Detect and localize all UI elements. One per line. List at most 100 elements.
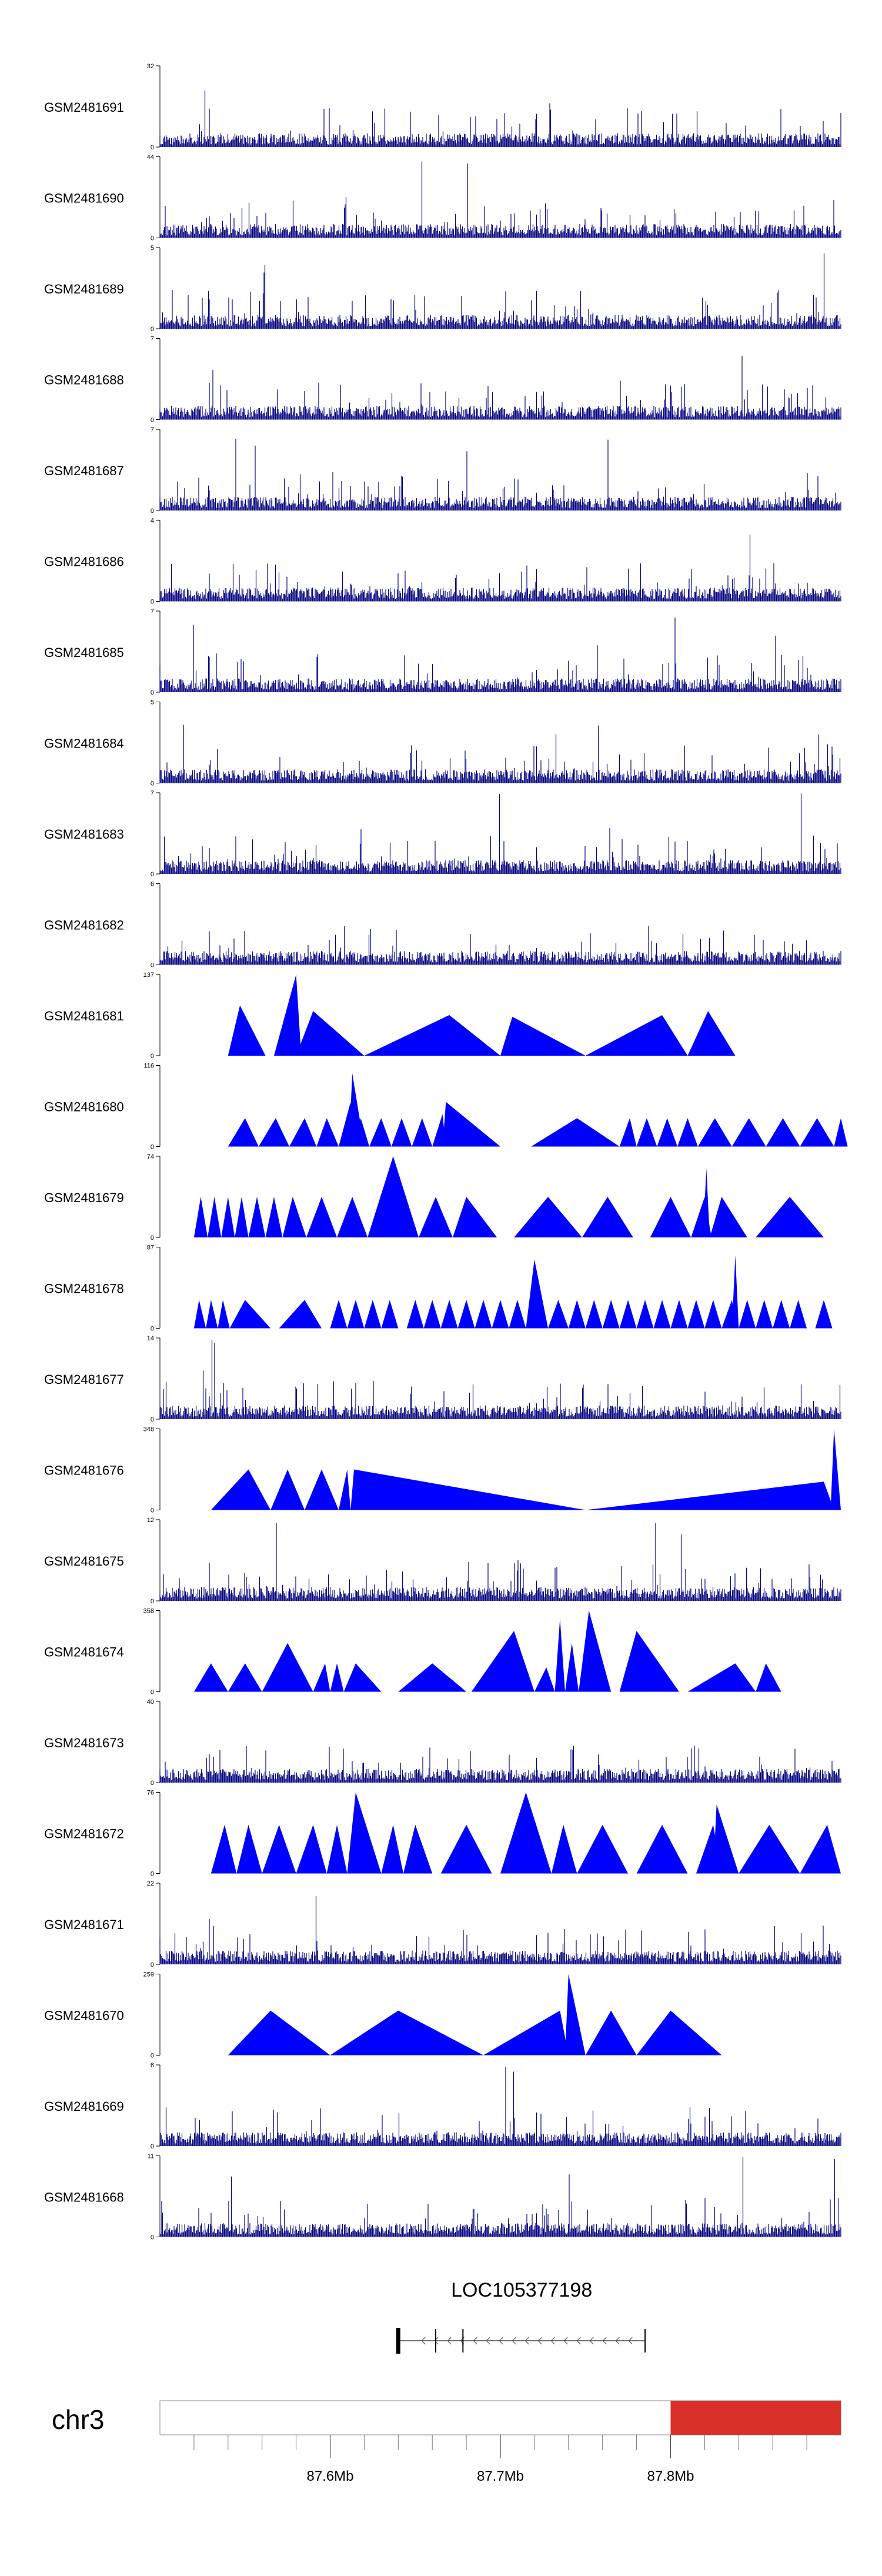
signal-coverage <box>159 439 841 510</box>
track-label: GSM2481691 <box>44 100 124 115</box>
signal-peak <box>305 1469 339 1510</box>
y-max-label: 137 <box>143 972 154 979</box>
gene-exon <box>462 2329 464 2353</box>
y-max-label: 14 <box>147 1335 154 1342</box>
signal-peak <box>193 1197 208 1237</box>
signal-peak <box>739 1824 800 1874</box>
chromosome-highlight <box>670 2401 841 2435</box>
y-min-label: 0 <box>151 599 154 606</box>
signal-peak <box>228 2010 330 2056</box>
signal-peak <box>330 2010 484 2056</box>
signal-peak <box>403 1824 433 1874</box>
axis-tick-label: 87.7Mb <box>477 2468 524 2484</box>
y-min-label: 0 <box>151 235 154 242</box>
signal-peak <box>514 1197 582 1237</box>
signal-peak <box>687 1011 736 1056</box>
signal-peak <box>619 1631 679 1692</box>
track-label: GSM2481684 <box>44 736 124 751</box>
signal-peak <box>343 1663 382 1692</box>
signal-peak <box>585 1300 603 1329</box>
signal-peak <box>206 1300 218 1329</box>
gene-track: LOC105377198 <box>396 2279 646 2354</box>
signal-peak <box>509 1300 526 1329</box>
signal-peak <box>381 1824 403 1874</box>
signal-peak <box>412 1118 433 1147</box>
y-max-label: 22 <box>147 1880 154 1887</box>
track-GSM2481668: GSM2481668 11 0 <box>44 2153 841 2241</box>
y-min-label: 0 <box>151 417 154 424</box>
signal-coverage <box>159 725 841 783</box>
y-min-label: 0 <box>151 144 154 151</box>
signal-peak <box>582 1197 633 1237</box>
signal-peak <box>262 1643 313 1692</box>
signal-peak <box>279 1300 322 1329</box>
signal-peak <box>211 1824 237 1874</box>
signal-peak <box>289 1118 317 1147</box>
signal-peak <box>193 1300 206 1329</box>
y-min-label: 0 <box>151 1326 154 1333</box>
signal-peak <box>790 1300 807 1329</box>
signal-peak <box>265 1197 283 1237</box>
track-label: GSM2481687 <box>44 463 124 478</box>
signal-peak <box>193 1663 228 1692</box>
track-label: GSM2481685 <box>44 645 124 660</box>
gene-label: LOC105377198 <box>451 2279 592 2301</box>
signal-peak <box>713 1804 739 1874</box>
signal-peak <box>432 1114 446 1147</box>
signal-peak <box>531 1118 620 1147</box>
signal-peak <box>636 1824 688 1874</box>
signal-peak <box>364 1015 500 1056</box>
signal-peak <box>228 1005 266 1056</box>
track-label: GSM2481673 <box>44 1736 124 1750</box>
track-GSM2481685: GSM2481685 7 0 <box>44 608 841 696</box>
signal-peak <box>364 1300 382 1329</box>
y-min-label: 0 <box>151 326 154 333</box>
y-min-label: 0 <box>151 1961 154 1968</box>
signal-peak <box>452 1197 497 1237</box>
signal-peak <box>526 1259 549 1329</box>
signal-peak <box>585 1481 834 1510</box>
signal-peak <box>756 1300 773 1329</box>
strand-arrow <box>576 2337 581 2345</box>
signal-peak <box>687 1300 705 1329</box>
track-GSM2481674: GSM2481674 358 0 <box>44 1608 781 1696</box>
track-label: GSM2481688 <box>44 373 124 388</box>
gene-exon <box>644 2329 646 2353</box>
signal-peak <box>577 1824 629 1874</box>
strand-arrow <box>563 2337 568 2345</box>
signal-peak <box>602 1300 620 1329</box>
signal-coverage <box>159 90 841 147</box>
y-max-label: 44 <box>147 154 154 161</box>
signal-peak <box>258 1118 290 1147</box>
signal-peak <box>270 1469 305 1510</box>
signal-peak <box>350 1469 586 1510</box>
signal-peak <box>316 1118 339 1147</box>
signal-peak <box>368 1156 419 1237</box>
y-min-label: 0 <box>151 2234 154 2241</box>
y-max-label: 7 <box>151 426 154 433</box>
track-label: GSM2481678 <box>44 1282 124 1296</box>
signal-peak <box>687 1663 756 1692</box>
signal-peak <box>585 1015 688 1056</box>
signal-peak <box>710 1197 747 1237</box>
signal-coverage <box>159 253 841 329</box>
signal-peak <box>296 1011 365 1056</box>
signal-peak <box>313 1663 330 1692</box>
signal-peak <box>457 1300 475 1329</box>
y-max-label: 12 <box>147 1517 154 1524</box>
signal-peak <box>565 1643 579 1692</box>
signal-peak <box>248 1197 266 1237</box>
y-min-label: 0 <box>151 689 154 696</box>
strand-arrow <box>512 2337 516 2345</box>
y-max-label: 7 <box>151 336 154 343</box>
signal-peak <box>228 1118 259 1147</box>
y-max-label: 348 <box>143 1426 154 1433</box>
signal-peak <box>585 2010 637 2056</box>
signal-peak <box>406 1300 424 1329</box>
signal-peak <box>273 975 302 1056</box>
signal-peak <box>423 1300 441 1329</box>
track-GSM2481671: GSM2481671 22 0 <box>44 1880 841 1968</box>
signal-peak <box>471 1631 534 1692</box>
signal-coverage <box>159 534 841 602</box>
